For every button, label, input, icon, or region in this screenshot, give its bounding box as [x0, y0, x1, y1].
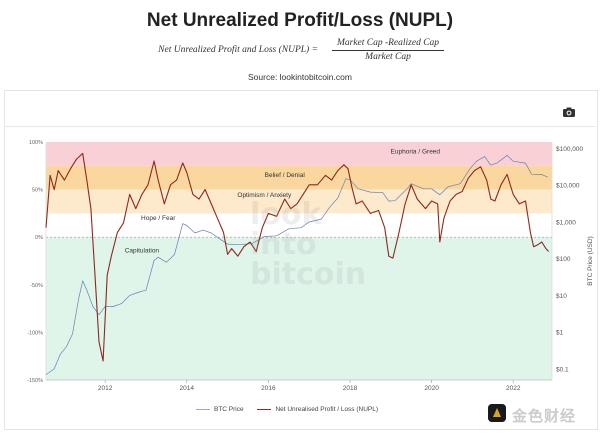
- zone-label: Belief / Denial: [265, 172, 306, 179]
- legend-swatch-nupl: [257, 408, 272, 410]
- nupl-formula: Net Unrealized Profit and Loss (NUPL) = …: [0, 38, 600, 64]
- y-left-tick-label: -150%: [27, 378, 43, 384]
- x-tick-label: 2022: [506, 385, 521, 392]
- zone-label: Optimism / Anxiety: [237, 192, 292, 199]
- jinse-logo: 金色财经: [488, 404, 592, 425]
- legend-swatch-btc-price: [196, 408, 210, 410]
- x-tick-label: 2012: [98, 385, 113, 392]
- zone-hope-fear: [46, 213, 552, 238]
- y-right-tick-label: $10,000: [556, 183, 580, 190]
- y-left-tick-label: 100%: [29, 140, 43, 146]
- x-tick-label: 2020: [424, 385, 439, 392]
- zone-capitulation: [46, 237, 552, 380]
- zone-label: Hope / Fear: [141, 215, 176, 222]
- source-caption: Source: lookintobitcoin.com: [248, 72, 352, 82]
- formula-numerator: Market Cap -Realized Cap: [336, 38, 440, 48]
- zone-label: Euphoria / Greed: [391, 148, 441, 155]
- x-tick-label: 2018: [343, 385, 358, 392]
- y-left-tick-label: -50%: [30, 283, 43, 289]
- y-left-tick-label: -100%: [27, 330, 43, 336]
- page-title: Net Unrealized Profit/Loss (NUPL): [146, 10, 454, 31]
- legend-item-nupl[interactable]: Net Unrealised Profit / Loss (NUPL): [257, 406, 378, 413]
- camera-icon[interactable]: [562, 105, 576, 119]
- formula-denominator: Market Cap: [365, 52, 411, 62]
- y-left-tick-label: 0%: [35, 235, 43, 241]
- y-right-tick-label: $10: [556, 293, 567, 300]
- formula-fraction: Market Cap -Realized Cap Market Cap: [332, 38, 444, 63]
- y-right-tick-label: $100,000: [556, 146, 583, 153]
- logo-text: 金色财经: [512, 408, 577, 425]
- x-tick-label: 2016: [261, 385, 276, 392]
- zone-label: Capitulation: [125, 247, 160, 254]
- series-nupl-line: [45, 152, 550, 362]
- fraction-bar: [332, 50, 444, 51]
- y-right-tick-label: $0.1: [556, 366, 569, 373]
- y-right-tick-label: $1: [556, 330, 564, 337]
- series-btc-price-line: [45, 154, 549, 375]
- bitcoin-badge-icon: [488, 404, 506, 422]
- x-tick-label: 2014: [180, 385, 195, 392]
- y-right-tick-label: $1,000: [556, 219, 576, 226]
- zone-euphoria-greed: [46, 142, 552, 166]
- toolbar-divider: [4, 126, 596, 127]
- legend-item-btc-price[interactable]: BTC Price: [196, 406, 244, 413]
- y-right-axis-title: BTC Price (USD): [587, 236, 594, 285]
- chart-legend: BTC Price Net Unrealised Profit / Loss (…: [196, 405, 390, 413]
- y-left-tick-label: 50%: [32, 188, 43, 194]
- formula-lhs: Net Unrealized Profit and Loss (NUPL) =: [158, 45, 318, 55]
- y-right-tick-label: $100: [556, 256, 571, 263]
